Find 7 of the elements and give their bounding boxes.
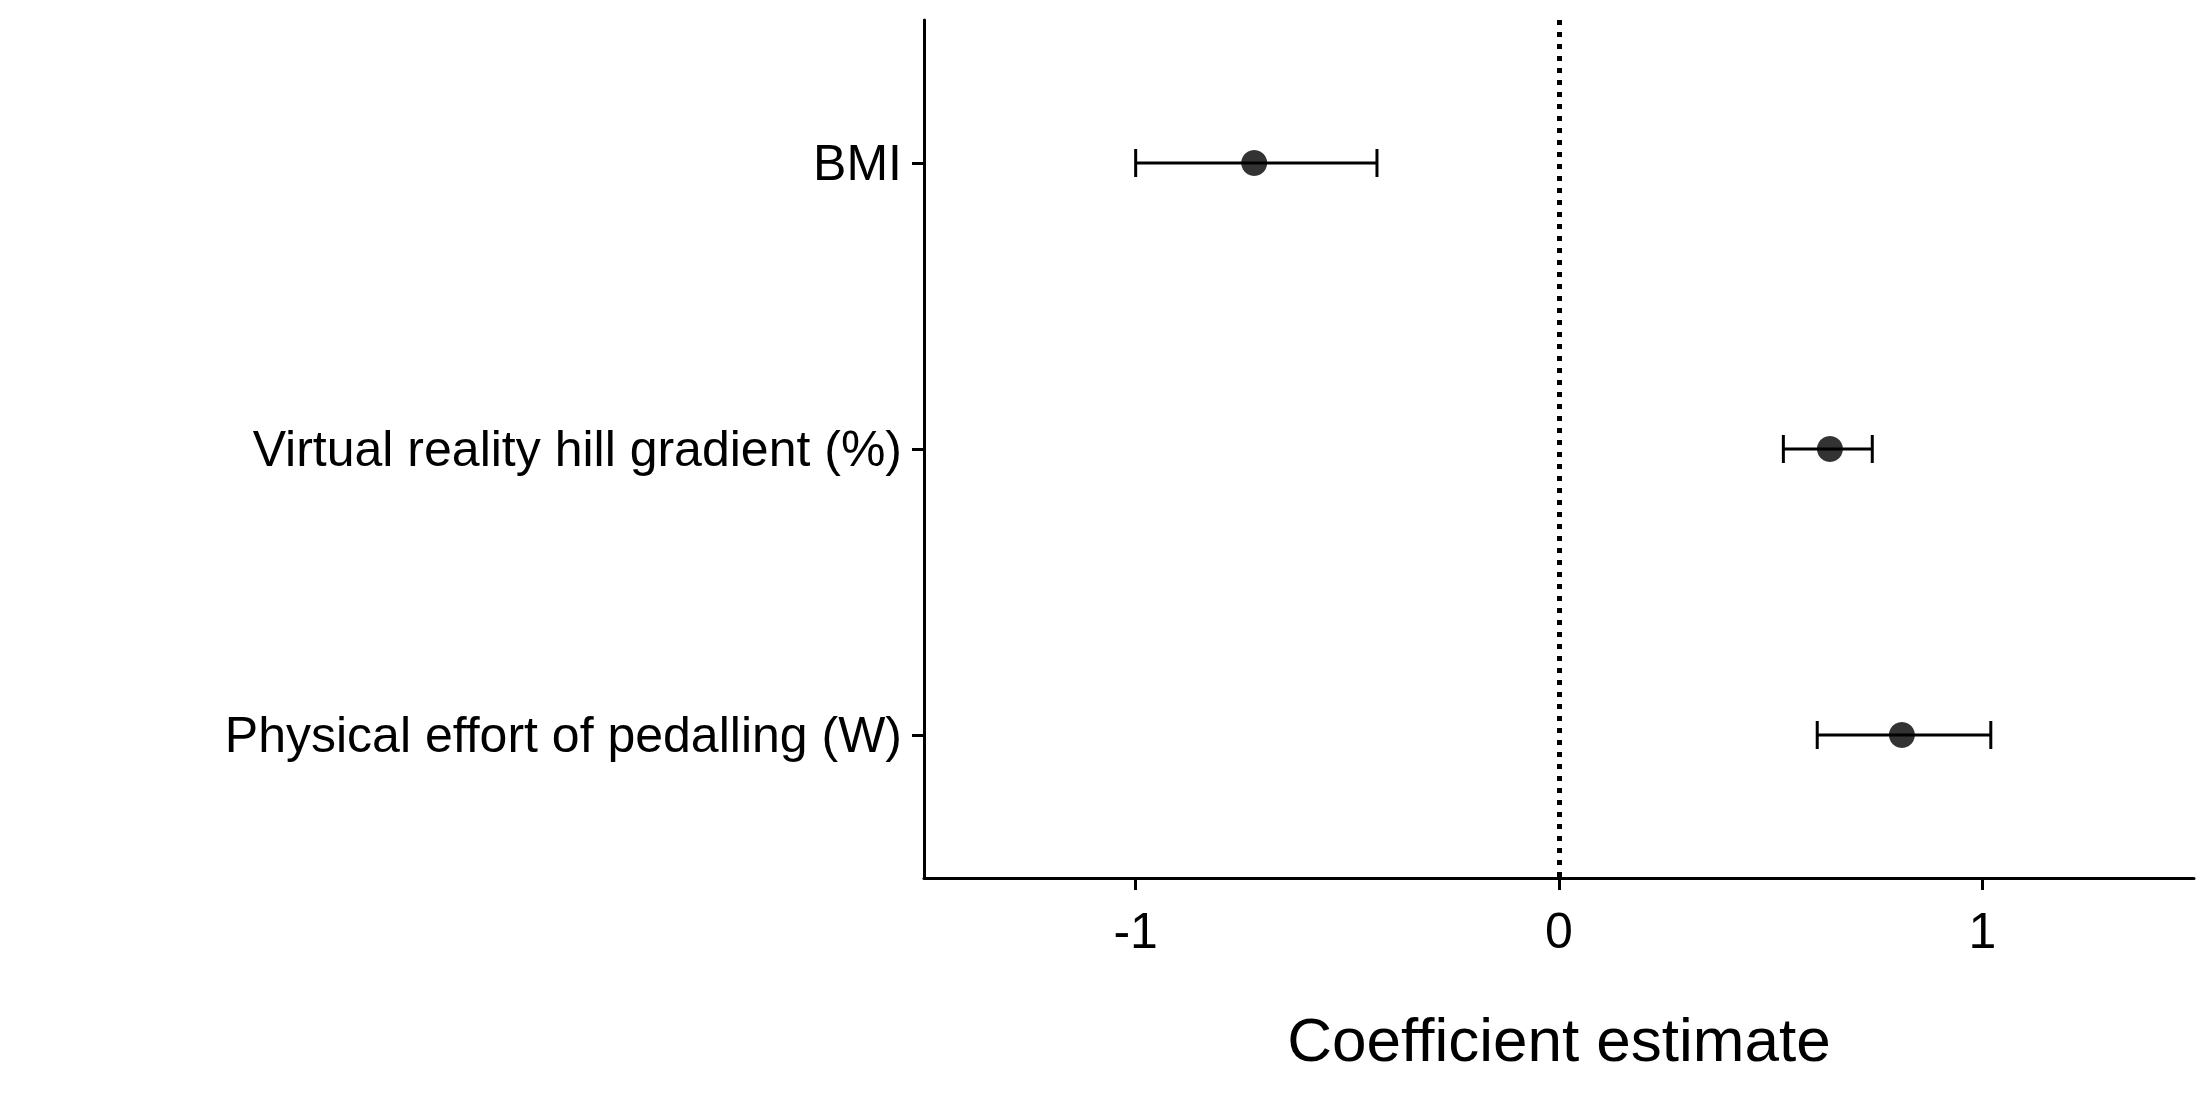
x-tick-label: 0	[1545, 903, 1573, 959]
x-axis-title: Coefficient estimate	[1287, 1004, 1831, 1074]
y-tick-label: Physical effort of pedalling (W)	[224, 707, 902, 763]
x-tick-label: -1	[1113, 903, 1158, 959]
x-tick-label: 1	[1968, 903, 1997, 959]
y-tick-label: Virtual reality hill gradient (%)	[252, 421, 902, 477]
y-tick-label: BMI	[813, 135, 902, 191]
